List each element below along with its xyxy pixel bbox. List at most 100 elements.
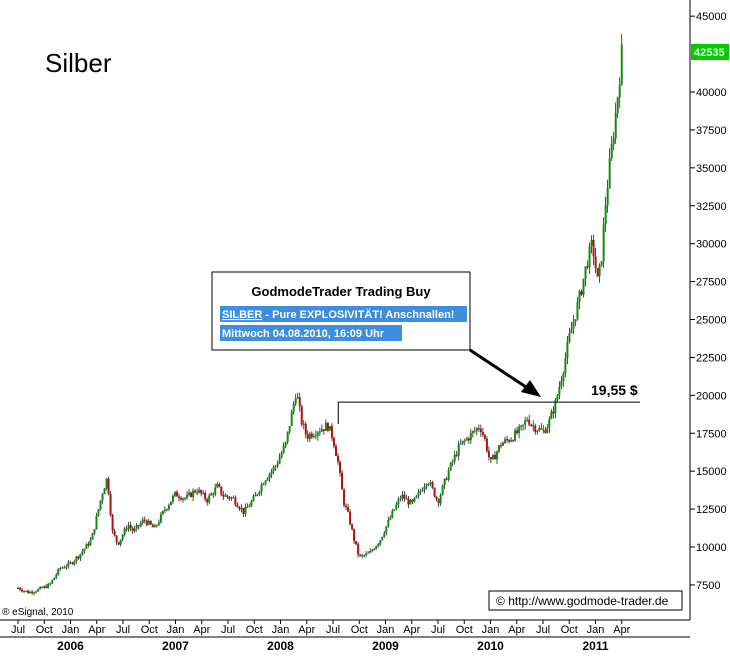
candle (35, 590, 38, 594)
candle-body (194, 490, 197, 493)
candle-body (367, 552, 370, 554)
candle-body (37, 589, 40, 592)
candle (383, 531, 386, 539)
candle (137, 524, 140, 530)
candle-body (149, 520, 152, 525)
candle-body (79, 553, 82, 559)
candle-body (516, 430, 519, 434)
candle-body (562, 373, 565, 381)
candle-body (447, 470, 450, 480)
candle-body (564, 357, 567, 374)
candle-body (475, 428, 478, 431)
candle-body (409, 500, 412, 505)
candle-body (330, 426, 333, 438)
candle (465, 436, 468, 442)
candle-body (431, 482, 434, 488)
candle-body (387, 519, 390, 527)
candle-body (421, 490, 424, 492)
x-month-label: Apr (613, 624, 630, 636)
candle-body (574, 319, 577, 322)
candle (37, 588, 40, 592)
candle (159, 512, 162, 524)
candle (73, 560, 76, 567)
candle (393, 509, 396, 512)
candle (375, 545, 378, 550)
candle-body (598, 265, 601, 277)
candle (610, 136, 613, 161)
candle (417, 488, 420, 499)
candle (147, 518, 150, 526)
candle-body (606, 188, 609, 206)
candle (254, 492, 257, 497)
candle-body (101, 494, 104, 501)
resistance-line (337, 401, 640, 425)
candle-body (139, 523, 142, 527)
source-right[interactable]: © http://www.godmode-trader.de (496, 594, 669, 608)
candle (520, 424, 523, 431)
candle-body (113, 530, 116, 536)
candle-body (459, 443, 462, 445)
candle (435, 495, 438, 502)
candle (97, 508, 100, 517)
candle (381, 536, 384, 541)
candle (256, 493, 259, 497)
candle (105, 478, 108, 491)
candle (161, 510, 164, 516)
candle-body (510, 440, 513, 442)
candle-body (19, 587, 22, 590)
candle-body (157, 522, 160, 526)
candle-body (411, 500, 414, 502)
candle (49, 582, 52, 586)
candle-body (17, 587, 19, 589)
candle (518, 424, 521, 439)
candle-body (491, 455, 494, 460)
source-right-text[interactable]: http://www.godmode-trader.de (508, 594, 668, 608)
candle-body (27, 590, 30, 594)
candle-body (451, 461, 454, 463)
x-month-label: Oct (456, 624, 473, 636)
candle (258, 490, 261, 497)
candle-body (200, 489, 203, 494)
candle (504, 436, 507, 445)
candle (99, 500, 102, 511)
candle (93, 528, 96, 536)
candle-body (292, 403, 295, 412)
candle (497, 444, 500, 454)
candle (43, 585, 46, 589)
candle (409, 499, 412, 505)
candle (175, 490, 178, 497)
candle-body (584, 266, 587, 279)
candle-body (580, 291, 583, 295)
candle-body (61, 567, 64, 569)
candle-body (117, 542, 120, 545)
candle (328, 425, 331, 431)
candle (489, 456, 492, 464)
box-line1-rest: - Pure EXPLOSIVITÄT! Anschnallen! (262, 308, 454, 321)
candle-body (471, 431, 474, 434)
candle-body (415, 495, 418, 498)
x-month-label: Jul (431, 624, 445, 636)
silber-link[interactable]: SILBER (222, 309, 262, 321)
candle-body (320, 429, 323, 432)
candle-body (268, 473, 271, 479)
candle-body (427, 483, 430, 485)
source-left: ® eSignal, 2010 (2, 607, 74, 618)
candle (582, 278, 585, 298)
candle-body (236, 504, 239, 508)
candle (510, 437, 513, 443)
candle (103, 487, 106, 495)
candle-body (343, 489, 346, 506)
x-month-label: Apr (88, 624, 105, 636)
candle (308, 431, 311, 443)
candle (19, 587, 22, 591)
candle-body (77, 556, 80, 559)
candle (23, 590, 26, 593)
candle-body (165, 509, 168, 511)
candle (339, 460, 341, 477)
candle-body (274, 466, 277, 468)
candle (314, 430, 317, 440)
candle-body (413, 497, 416, 502)
candle-body (111, 515, 114, 531)
candle-body (594, 256, 597, 269)
